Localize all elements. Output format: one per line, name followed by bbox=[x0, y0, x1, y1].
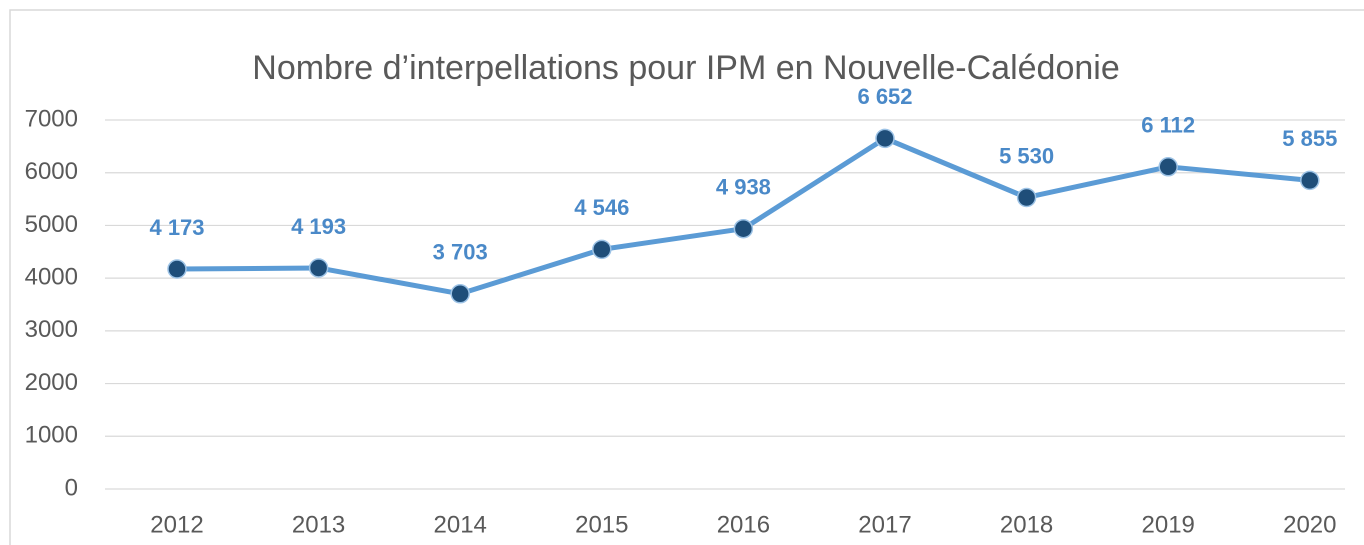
chart-title: Nombre d’interpellations pour IPM en Nou… bbox=[252, 49, 1119, 87]
x-tick-label: 2018 bbox=[1000, 511, 1053, 538]
x-tick-label: 2020 bbox=[1283, 511, 1336, 538]
x-tick-label: 2016 bbox=[717, 511, 770, 538]
x-tick-label: 2015 bbox=[575, 511, 628, 538]
y-tick-label: 7000 bbox=[25, 105, 78, 132]
data-point bbox=[592, 239, 612, 260]
data-label: 3 703 bbox=[433, 240, 488, 265]
data-label: 4 173 bbox=[149, 215, 204, 240]
data-label: 6 112 bbox=[1141, 113, 1195, 138]
data-point bbox=[308, 258, 329, 278]
data-point bbox=[1158, 157, 1178, 177]
x-tick-label: 2014 bbox=[434, 511, 487, 538]
x-tick-label: 2017 bbox=[858, 511, 911, 538]
y-tick-label: 4000 bbox=[25, 263, 78, 290]
data-point bbox=[450, 284, 470, 304]
y-tick-label: 5000 bbox=[25, 211, 78, 238]
data-point bbox=[875, 128, 895, 149]
x-tick-label: 2012 bbox=[150, 511, 203, 538]
x-tick-label: 2019 bbox=[1142, 511, 1195, 538]
data-label: 4 193 bbox=[291, 214, 346, 239]
data-label: 4 938 bbox=[716, 175, 771, 200]
y-tick-label: 0 bbox=[65, 474, 78, 501]
y-tick-label: 3000 bbox=[25, 316, 78, 343]
data-label: 6 652 bbox=[857, 84, 912, 109]
data-point bbox=[1016, 187, 1037, 208]
chart-border bbox=[9, 9, 1364, 545]
data-label: 5 530 bbox=[999, 143, 1054, 168]
data-point bbox=[733, 218, 754, 239]
y-tick-label: 1000 bbox=[25, 422, 78, 449]
x-tick-label: 2013 bbox=[292, 511, 345, 538]
data-label: 5 855 bbox=[1282, 126, 1337, 151]
y-tick-label: 2000 bbox=[25, 369, 78, 396]
y-tick-label: 6000 bbox=[25, 158, 78, 185]
data-point bbox=[1300, 170, 1320, 191]
data-label: 4 546 bbox=[574, 195, 629, 220]
data-point bbox=[167, 259, 187, 279]
